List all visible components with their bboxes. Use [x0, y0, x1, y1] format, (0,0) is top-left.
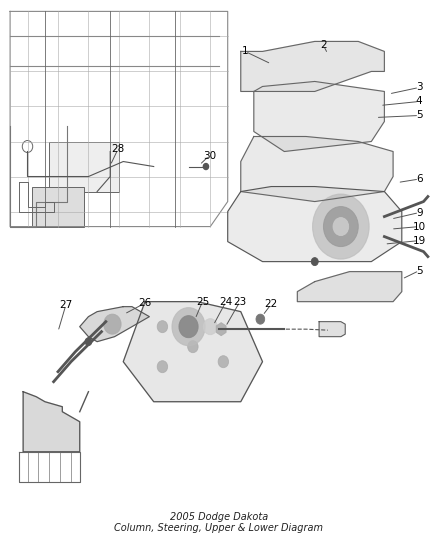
Circle shape [172, 308, 205, 346]
Circle shape [203, 319, 217, 335]
Text: 30: 30 [203, 150, 216, 160]
Circle shape [218, 356, 229, 368]
Circle shape [104, 314, 121, 334]
Text: 23: 23 [233, 297, 247, 306]
Polygon shape [123, 302, 262, 402]
Text: 24: 24 [219, 297, 233, 306]
Circle shape [256, 314, 265, 324]
Polygon shape [297, 272, 402, 302]
Text: 2: 2 [320, 41, 327, 51]
Polygon shape [241, 42, 385, 92]
Polygon shape [241, 136, 393, 201]
Text: 5: 5 [416, 110, 423, 120]
Polygon shape [319, 321, 345, 337]
Text: 1: 1 [242, 46, 248, 56]
Text: 2005 Dodge Dakota
Column, Steering, Upper & Lower Diagram: 2005 Dodge Dakota Column, Steering, Uppe… [114, 512, 324, 533]
Text: 19: 19 [413, 236, 426, 246]
Text: 6: 6 [416, 174, 423, 184]
Text: 10: 10 [413, 222, 426, 231]
Text: 28: 28 [111, 144, 125, 154]
Text: 26: 26 [138, 298, 152, 308]
Text: 4: 4 [416, 96, 423, 107]
Circle shape [187, 341, 198, 353]
Circle shape [85, 338, 92, 346]
FancyBboxPatch shape [32, 187, 84, 227]
Circle shape [323, 207, 358, 247]
Text: 22: 22 [265, 299, 278, 309]
FancyBboxPatch shape [49, 141, 119, 191]
Polygon shape [80, 306, 149, 342]
Polygon shape [23, 392, 80, 452]
Text: 9: 9 [416, 207, 423, 217]
Text: 25: 25 [196, 297, 209, 306]
Text: 5: 5 [416, 265, 423, 276]
Circle shape [311, 257, 318, 265]
Circle shape [203, 164, 208, 169]
Text: 3: 3 [416, 83, 423, 92]
Circle shape [157, 361, 168, 373]
Circle shape [333, 217, 349, 236]
Polygon shape [228, 187, 402, 262]
Circle shape [313, 194, 369, 259]
Circle shape [179, 316, 198, 338]
Text: 27: 27 [59, 300, 72, 310]
Polygon shape [254, 82, 385, 151]
Circle shape [157, 321, 168, 333]
